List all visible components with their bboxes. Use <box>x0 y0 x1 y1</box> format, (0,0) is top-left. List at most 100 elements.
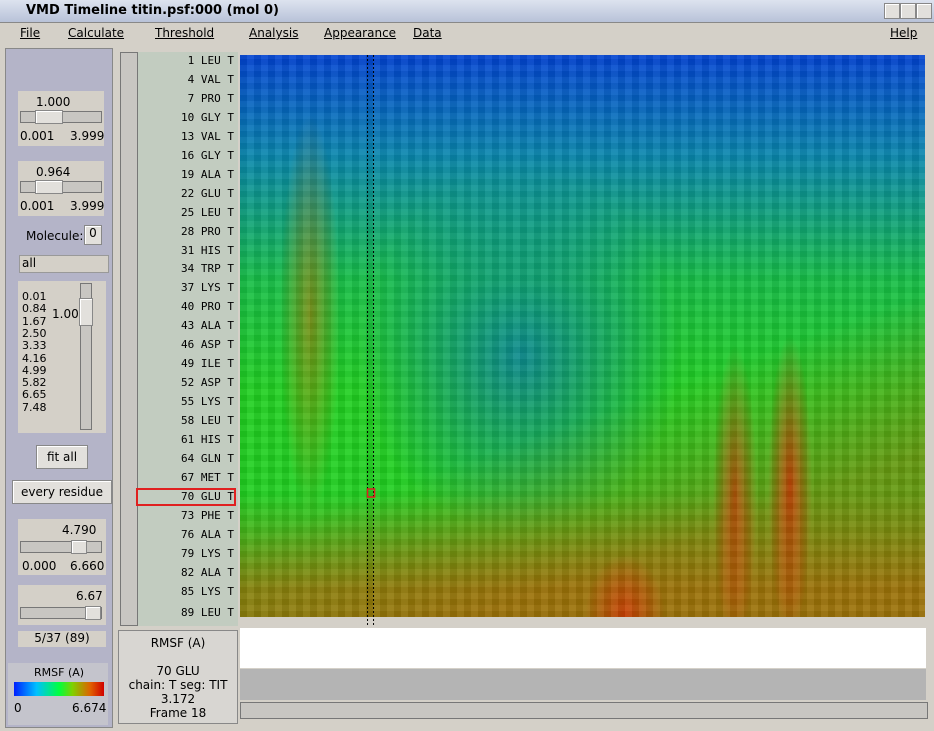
molecule-button[interactable]: 0 <box>84 225 102 245</box>
selected-cell <box>366 488 376 498</box>
residue-label[interactable]: 1 LEU T <box>187 54 234 67</box>
minimize[interactable] <box>884 3 900 19</box>
scale-value: 0.964 <box>36 165 71 179</box>
residue-label[interactable]: 67 MET T <box>181 470 234 484</box>
rmsf-plot-bg <box>240 628 926 668</box>
residue-label[interactable]: 52 ASP T <box>181 376 234 390</box>
residue-label[interactable]: 79 LYS T <box>181 546 234 560</box>
residue-label[interactable]: 34 TRP T <box>181 262 234 276</box>
info-title: RMSF (A) <box>150 636 206 650</box>
residue-label[interactable]: 43 ALA T <box>181 319 234 333</box>
scale-min: 0.001 <box>20 199 55 213</box>
level-value: 2.50 <box>22 326 47 340</box>
colorbar <box>14 682 104 696</box>
residue-label[interactable]: 25 LEU T <box>181 205 234 219</box>
heatmap[interactable] <box>240 55 925 617</box>
residue-label[interactable]: 31 HIS T <box>181 243 234 257</box>
level-value: 0.01 <box>22 290 47 303</box>
level-value: 5.82 <box>22 376 47 390</box>
residue-label[interactable]: 46 ASP T <box>181 338 234 352</box>
fit-all-button[interactable]: fit all <box>36 445 88 469</box>
menu-item[interactable]: Help <box>890 26 918 40</box>
frame-axis-bg <box>240 669 926 700</box>
residue-label[interactable]: 64 GLN T <box>181 451 234 465</box>
menu-item[interactable]: Appearance <box>324 26 397 40</box>
residue-label[interactable]: 13 VAL T <box>181 129 234 143</box>
level-value: 7.48 <box>22 400 47 414</box>
scale3: 4.790 0.000 6.660 <box>18 519 106 575</box>
residue-label[interactable]: 58 LEU T <box>181 414 234 428</box>
residue-label[interactable]: 19 ALA T <box>181 167 234 181</box>
slider-handle[interactable] <box>79 298 93 326</box>
slider[interactable] <box>20 180 102 194</box>
slider[interactable] <box>20 606 102 620</box>
selection-entry[interactable]: all <box>19 255 109 273</box>
residue-label[interactable]: 10 GLY T <box>181 110 234 124</box>
scale2: 0.964 0.001 3.999 <box>18 161 104 216</box>
levels-slider[interactable] <box>79 283 93 430</box>
slider-handle[interactable] <box>35 180 63 194</box>
residue-label[interactable]: 61 HIS T <box>181 433 234 446</box>
info-frame: Frame 18 <box>149 706 207 720</box>
colorbar-panel: RMSF (A) 0 6.674 <box>8 663 108 725</box>
info-value: 3.172 <box>160 692 196 706</box>
menu-bar: File Calculate Threshold Analysis Appearance… <box>0 22 934 45</box>
level-value: 4.16 <box>22 351 47 365</box>
close[interactable] <box>916 3 932 19</box>
residue-label[interactable]: 70 GLU T <box>136 487 236 506</box>
residue-label[interactable]: 22 GLU T <box>181 186 234 200</box>
slider-handle[interactable] <box>71 540 87 554</box>
scale-max: 6.660 <box>70 559 105 573</box>
residue-label[interactable]: 28 PRO T <box>181 224 234 238</box>
status: 5/37 (89) <box>18 631 106 647</box>
colorbar-max: 6.674 <box>72 701 107 715</box>
horizontal-scrollbar[interactable] <box>240 702 928 719</box>
menu-item[interactable]: Calculate <box>68 26 125 40</box>
window-title: VMD Timeline titin.psf:000 (mol 0) <box>26 3 279 18</box>
mode-button[interactable]: every residue <box>12 480 112 504</box>
slider-handle[interactable] <box>85 606 101 620</box>
residue-label[interactable]: 16 GLY T <box>181 148 234 162</box>
scale-value: 6.67 <box>76 589 103 603</box>
info-chain: chain: T seg: TIT <box>128 678 228 692</box>
residue-label[interactable]: 85 LYS T <box>181 584 234 598</box>
menu-item[interactable]: Threshold <box>155 26 215 40</box>
level-value: 1.67 <box>22 314 47 328</box>
residue-label[interactable]: 73 PHE T <box>181 508 234 522</box>
residue-label[interactable]: 82 ALA T <box>181 565 234 579</box>
molecule-label: Molecule: <box>26 229 84 243</box>
residue-label[interactable]: 89 LEU T <box>181 606 234 619</box>
scale-min: 0.001 <box>20 129 55 143</box>
scale1: 1.000 0.001 3.999 <box>18 91 104 146</box>
levels-scale: 1.00 <box>52 307 79 321</box>
colorbar-title: RMSF (A) <box>34 666 85 679</box>
residue-label[interactable]: 4 VAL T <box>187 72 234 86</box>
level-value: 3.33 <box>22 339 47 353</box>
residue-label[interactable]: 7 PRO T <box>187 91 234 105</box>
slider[interactable] <box>20 540 102 554</box>
residue-label[interactable]: 49 ILE T <box>181 357 234 371</box>
scale-max: 3.999 <box>70 129 105 143</box>
level-value: 6.65 <box>22 388 47 402</box>
slider-handle[interactable] <box>35 110 63 124</box>
info-residue: 70 GLU <box>156 664 200 678</box>
slider[interactable] <box>20 110 102 124</box>
residue-label[interactable]: 37 LYS T <box>181 281 234 295</box>
title-bar: VMD Timeline titin.psf:000 (mol 0) <box>0 0 934 23</box>
info-panel: RMSF (A) 70 GLU chain: T seg: TIT 3.172 … <box>118 630 238 724</box>
left-panel: 1.000 0.001 3.999 0.964 0.001 3.999 Mole… <box>5 48 113 728</box>
menu-item[interactable]: File <box>20 26 41 40</box>
menu-item[interactable]: Data <box>413 26 442 40</box>
residue-label[interactable]: 55 LYS T <box>181 395 234 409</box>
residue-list: 1 LEU T 4 VAL T 7 PRO T 10 GLY T 13 VAL T 16 … <box>136 52 238 626</box>
menu-item[interactable]: Analysis <box>249 26 299 40</box>
scale-max: 3.999 <box>70 199 105 213</box>
residue-label[interactable]: 40 PRO T <box>181 300 234 314</box>
residue-label[interactable]: 76 ALA T <box>181 527 234 541</box>
level-value: 4.99 <box>22 363 47 377</box>
levels-panel: 1.00 0.01 0.84 1.67 2.50 3.33 4.16 4.99 5.82 6.6… <box>18 281 106 433</box>
colorbar-min: 0 <box>14 701 22 715</box>
vertical-scrollbar[interactable] <box>120 52 138 626</box>
maximize[interactable] <box>900 3 916 19</box>
